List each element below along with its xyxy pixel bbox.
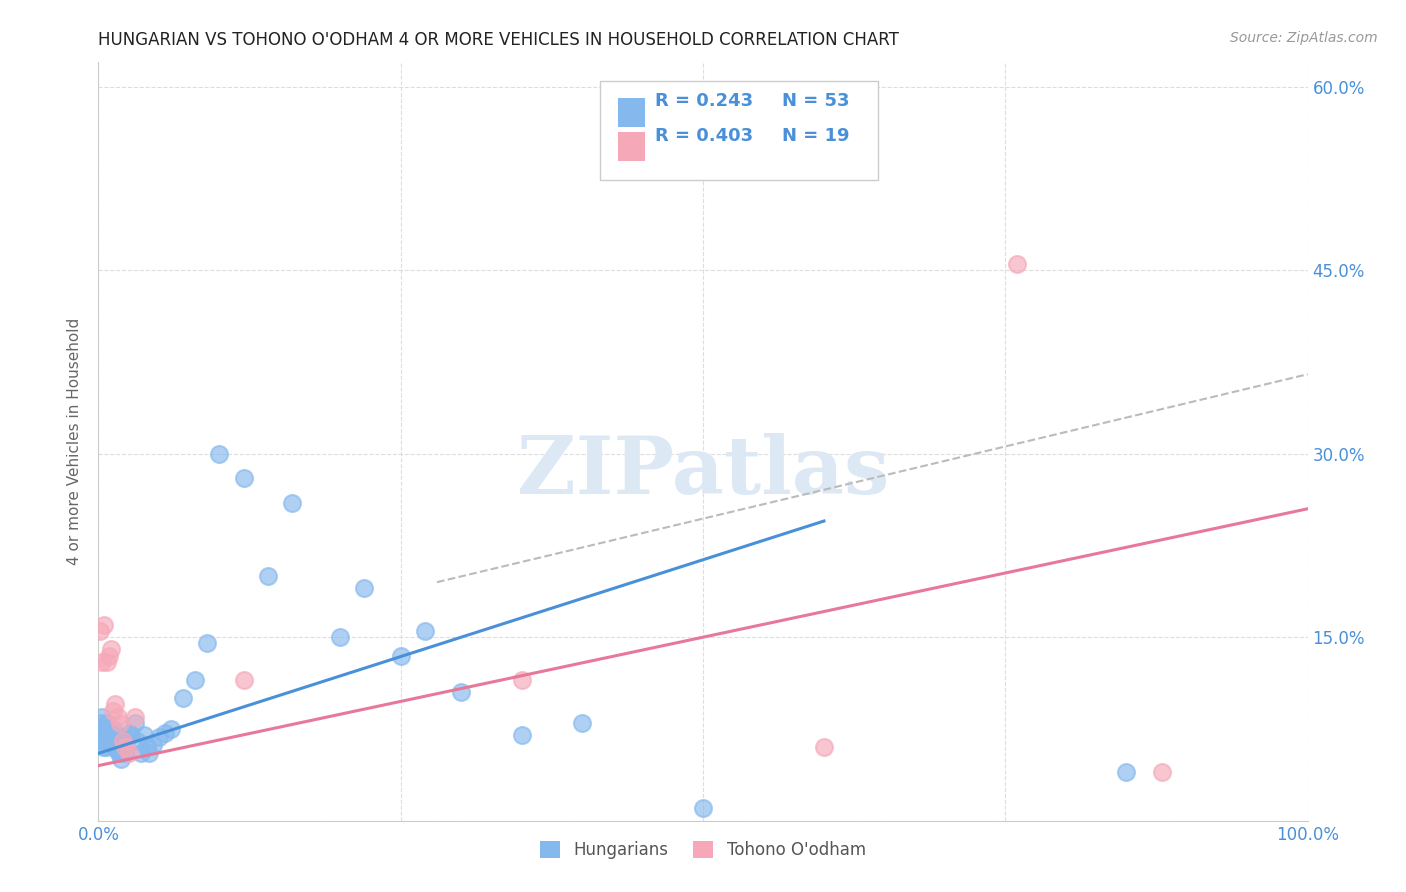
Point	[114, 747, 136, 761]
Point	[124, 709, 146, 723]
Point	[101, 722, 124, 736]
Point	[91, 728, 114, 742]
Point	[115, 734, 138, 748]
Point	[134, 728, 156, 742]
Point	[112, 740, 135, 755]
Text: Source: ZipAtlas.com: Source: ZipAtlas.com	[1230, 31, 1378, 45]
FancyBboxPatch shape	[600, 81, 879, 180]
Point	[94, 740, 117, 755]
Point	[195, 636, 218, 650]
Text: R = 0.403: R = 0.403	[655, 127, 752, 145]
Point	[98, 648, 121, 663]
Point	[389, 648, 412, 663]
Point	[172, 691, 194, 706]
Point	[103, 740, 125, 755]
Point	[1007, 257, 1029, 271]
Legend: Hungarians, Tohono O'odham: Hungarians, Tohono O'odham	[533, 834, 873, 865]
Point	[450, 685, 472, 699]
Point	[232, 471, 254, 485]
Text: HUNGARIAN VS TOHONO O'ODHAM 4 OR MORE VEHICLES IN HOUSEHOLD CORRELATION CHART: HUNGARIAN VS TOHONO O'ODHAM 4 OR MORE VE…	[98, 31, 900, 49]
Point	[692, 801, 714, 815]
Point	[91, 709, 114, 723]
Point	[256, 569, 278, 583]
Text: R = 0.243: R = 0.243	[655, 93, 752, 111]
Text: ZIPatlas: ZIPatlas	[517, 433, 889, 511]
Point	[104, 734, 127, 748]
Point	[118, 747, 141, 761]
Point	[329, 630, 352, 644]
Point	[184, 673, 207, 687]
Point	[108, 747, 131, 761]
Point	[1152, 764, 1174, 779]
Point	[232, 673, 254, 687]
Point	[160, 722, 183, 736]
Text: N = 19: N = 19	[782, 127, 849, 145]
Point	[124, 715, 146, 730]
Point	[114, 740, 136, 755]
Point	[127, 734, 149, 748]
Point	[98, 734, 121, 748]
Point	[100, 725, 122, 739]
Point	[148, 731, 170, 745]
Text: N = 53: N = 53	[782, 93, 849, 111]
Point	[813, 740, 835, 755]
Point	[100, 731, 122, 745]
FancyBboxPatch shape	[619, 132, 645, 161]
Point	[510, 673, 533, 687]
Point	[108, 742, 131, 756]
Point	[96, 655, 118, 669]
Point	[91, 740, 114, 755]
Point	[90, 715, 112, 730]
Point	[111, 734, 134, 748]
Y-axis label: 4 or more Vehicles in Household: 4 or more Vehicles in Household	[67, 318, 83, 566]
Point	[96, 715, 118, 730]
Point	[138, 747, 160, 761]
Point	[118, 725, 141, 739]
Point	[107, 738, 129, 752]
Point	[129, 747, 152, 761]
Point	[101, 704, 124, 718]
Point	[93, 618, 115, 632]
Point	[353, 582, 375, 596]
Point	[111, 731, 134, 745]
Point	[1115, 764, 1137, 779]
Point	[108, 715, 131, 730]
Point	[93, 722, 115, 736]
Point	[571, 715, 593, 730]
Point	[208, 447, 231, 461]
Point	[105, 742, 128, 756]
Point	[413, 624, 436, 639]
Point	[89, 722, 111, 736]
Point	[100, 642, 122, 657]
Point	[281, 496, 304, 510]
Point	[110, 752, 132, 766]
Point	[91, 655, 114, 669]
Point	[89, 624, 111, 639]
Point	[107, 709, 129, 723]
Point	[93, 734, 115, 748]
Point	[142, 738, 165, 752]
Point	[135, 740, 157, 755]
Point	[104, 698, 127, 712]
Point	[97, 728, 120, 742]
Point	[510, 728, 533, 742]
Point	[153, 725, 176, 739]
Point	[120, 728, 142, 742]
FancyBboxPatch shape	[619, 98, 645, 127]
